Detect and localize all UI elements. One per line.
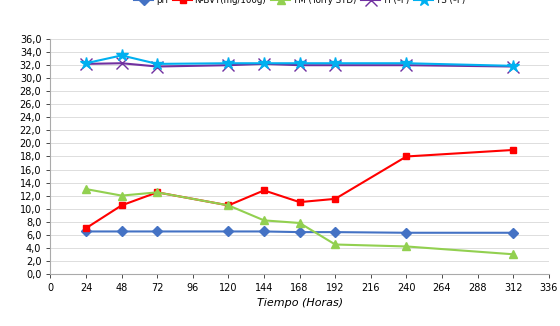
pH: [260, 230, 267, 233]
TM (Torry STD): [154, 190, 161, 194]
TM (Torry STD): [83, 187, 90, 191]
pH: [154, 230, 161, 233]
TS (ºF): [260, 61, 267, 65]
TS (ºF): [332, 61, 339, 65]
N-BVT(mg/100g): [225, 203, 232, 207]
TI (ºF): [332, 63, 339, 67]
Line: pH: pH: [82, 228, 517, 236]
N-BVT(mg/100g): [118, 203, 125, 207]
N-BVT(mg/100g): [154, 190, 161, 194]
TI (ºF): [510, 65, 516, 68]
TI (ºF): [403, 63, 410, 67]
TI (ºF): [83, 62, 90, 66]
pH: [83, 230, 90, 233]
pH: [403, 231, 410, 235]
TS (ºF): [510, 64, 516, 68]
TS (ºF): [225, 61, 232, 65]
Line: TM (Torry STD): TM (Torry STD): [82, 185, 517, 259]
pH: [510, 231, 516, 235]
Line: N-BVT(mg/100g): N-BVT(mg/100g): [82, 146, 517, 232]
N-BVT(mg/100g): [260, 188, 267, 192]
TI (ºF): [260, 62, 267, 66]
Line: TI (ºF): TI (ºF): [81, 58, 519, 72]
N-BVT(mg/100g): [296, 200, 303, 204]
TI (ºF): [296, 63, 303, 67]
pH: [332, 230, 339, 234]
pH: [225, 230, 232, 233]
TI (ºF): [154, 65, 161, 68]
TI (ºF): [225, 63, 232, 67]
TS (ºF): [154, 62, 161, 66]
TS (ºF): [83, 61, 90, 65]
TS (ºF): [403, 61, 410, 65]
TM (Torry STD): [332, 243, 339, 246]
TS (ºF): [118, 53, 125, 57]
N-BVT(mg/100g): [510, 148, 516, 152]
TM (Torry STD): [260, 218, 267, 222]
Legend: pH, N-BVT(mg/100g), TM (Torry STD), TI (ºF), TS (ºF): pH, N-BVT(mg/100g), TM (Torry STD), TI (…: [131, 0, 468, 8]
TM (Torry STD): [403, 244, 410, 248]
N-BVT(mg/100g): [83, 226, 90, 230]
N-BVT(mg/100g): [332, 197, 339, 201]
TS (ºF): [296, 61, 303, 65]
X-axis label: Tiempo (Horas): Tiempo (Horas): [256, 298, 343, 308]
TM (Torry STD): [296, 221, 303, 225]
pH: [118, 230, 125, 233]
N-BVT(mg/100g): [403, 155, 410, 158]
pH: [296, 230, 303, 234]
TI (ºF): [118, 61, 125, 65]
TM (Torry STD): [225, 203, 232, 207]
TM (Torry STD): [118, 194, 125, 198]
TM (Torry STD): [510, 252, 516, 256]
Line: TS (ºF): TS (ºF): [80, 49, 520, 72]
